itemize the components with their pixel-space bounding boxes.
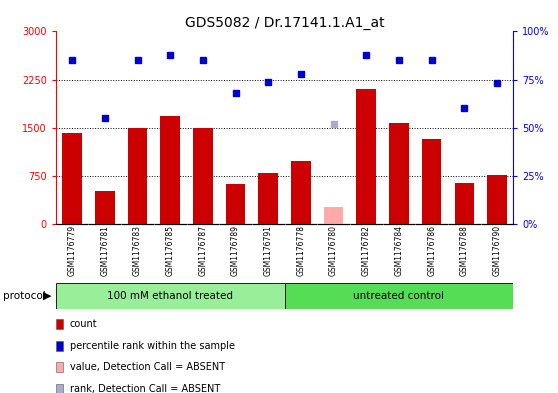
Bar — [95, 191, 114, 224]
Text: GSM1176781: GSM1176781 — [100, 225, 109, 276]
Bar — [422, 139, 441, 224]
Text: GSM1176786: GSM1176786 — [427, 225, 436, 276]
Text: count: count — [70, 319, 98, 329]
Text: untreated control: untreated control — [353, 291, 445, 301]
Text: value, Detection Call = ABSENT: value, Detection Call = ABSENT — [70, 362, 225, 372]
Bar — [487, 175, 507, 224]
Bar — [62, 133, 82, 224]
Bar — [193, 129, 213, 224]
Text: GSM1176785: GSM1176785 — [166, 225, 175, 276]
Text: GSM1176780: GSM1176780 — [329, 225, 338, 276]
Bar — [324, 207, 343, 224]
Text: ▶: ▶ — [43, 291, 52, 301]
Text: GSM1176790: GSM1176790 — [493, 225, 502, 276]
Text: GSM1176791: GSM1176791 — [264, 225, 273, 276]
Bar — [56, 283, 285, 309]
Text: percentile rank within the sample: percentile rank within the sample — [70, 341, 235, 351]
Text: GSM1176779: GSM1176779 — [68, 225, 76, 276]
Bar — [160, 116, 180, 224]
Bar — [291, 161, 311, 224]
Text: rank, Detection Call = ABSENT: rank, Detection Call = ABSENT — [70, 384, 220, 393]
Text: GSM1176783: GSM1176783 — [133, 225, 142, 276]
Text: GSM1176784: GSM1176784 — [395, 225, 403, 276]
Bar — [258, 173, 278, 224]
Bar — [357, 89, 376, 224]
Bar — [226, 184, 246, 224]
Bar — [455, 183, 474, 224]
Bar — [389, 123, 409, 224]
Text: GSM1176787: GSM1176787 — [199, 225, 208, 276]
Bar — [285, 283, 513, 309]
Text: GSM1176788: GSM1176788 — [460, 225, 469, 276]
Bar — [128, 129, 147, 224]
Text: GSM1176782: GSM1176782 — [362, 225, 371, 276]
Text: GSM1176778: GSM1176778 — [296, 225, 305, 276]
Text: 100 mM ethanol treated: 100 mM ethanol treated — [107, 291, 233, 301]
Text: GSM1176789: GSM1176789 — [231, 225, 240, 276]
Text: protocol: protocol — [3, 291, 46, 301]
Title: GDS5082 / Dr.17141.1.A1_at: GDS5082 / Dr.17141.1.A1_at — [185, 17, 384, 30]
